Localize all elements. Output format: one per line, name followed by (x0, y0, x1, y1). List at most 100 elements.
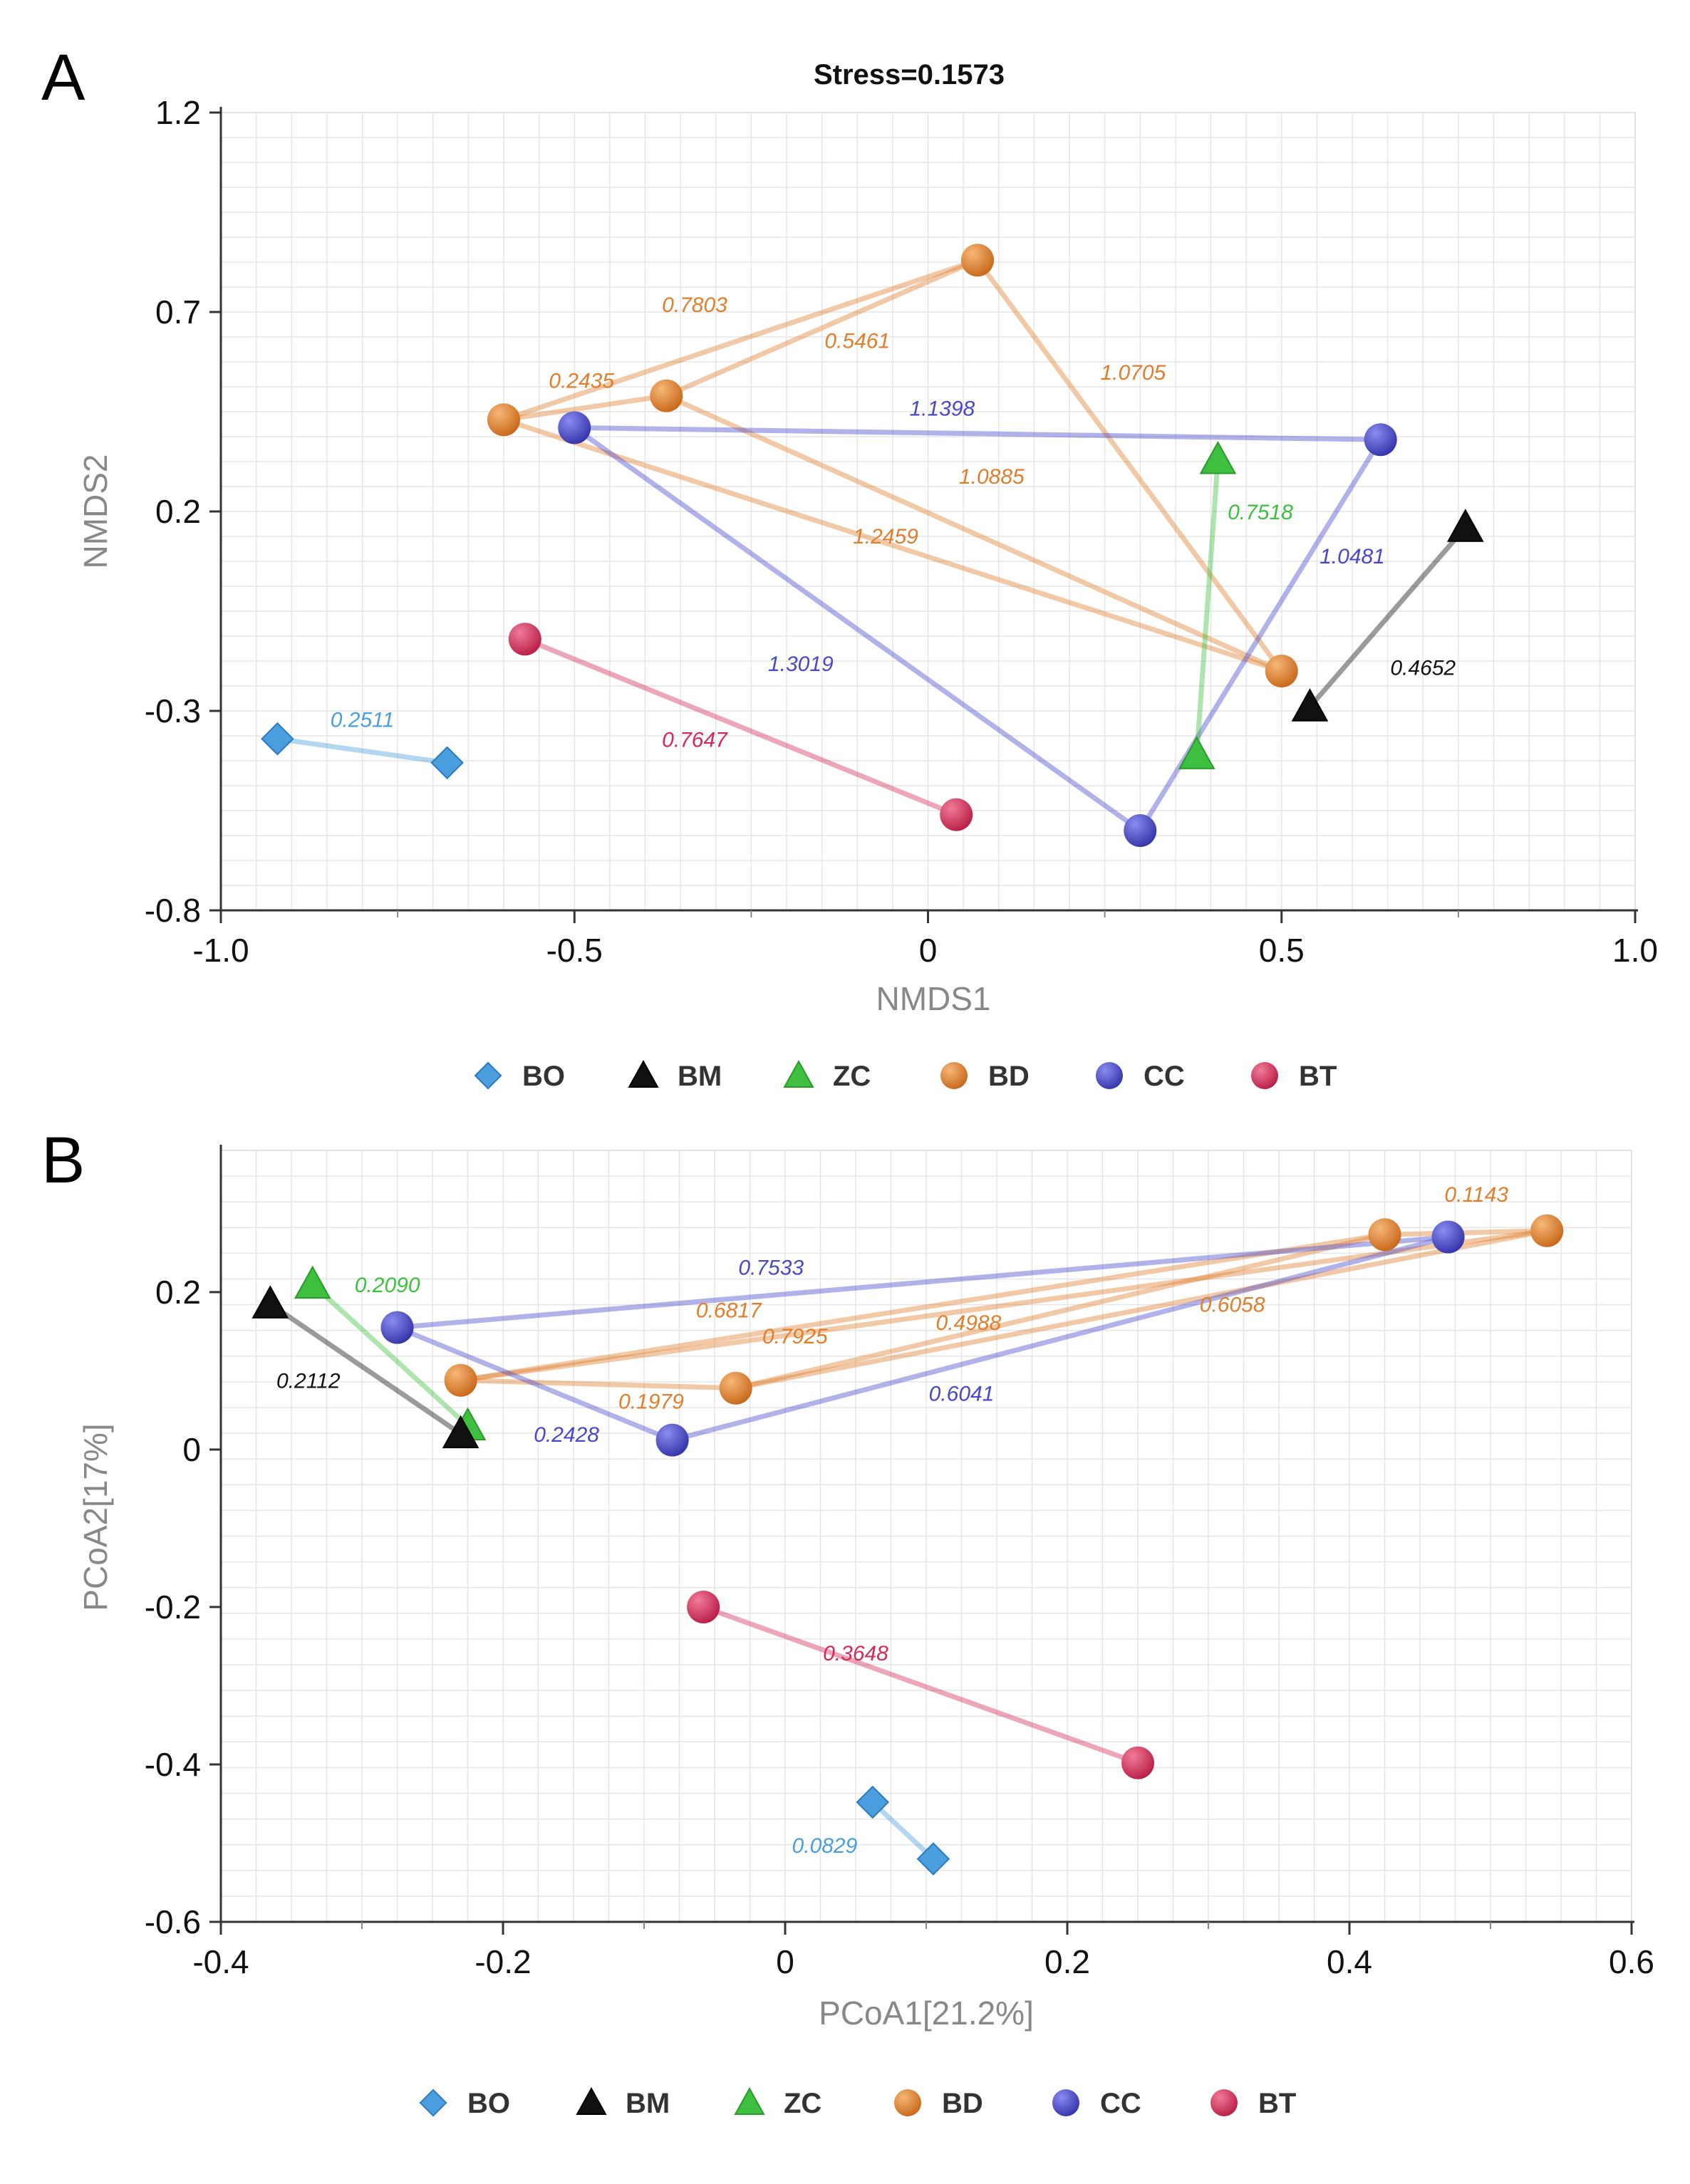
legend-label: ZC (833, 1061, 871, 1092)
x-tick-label: 0.4 (1327, 1943, 1372, 1980)
point-bd4 (1265, 655, 1298, 687)
legend-item-bm[interactable]: BM (576, 2086, 670, 2119)
x-axis-title-a: NMDS1 (876, 980, 990, 1017)
distance-label: 0.6058 (1200, 1294, 1265, 1317)
point-bm2 (442, 1415, 479, 1449)
point-zc1 (1199, 440, 1237, 474)
point-zc2 (1178, 736, 1215, 769)
distance-label: 0.2112 (276, 1370, 341, 1393)
legend-marker-bm (628, 1059, 659, 1088)
legend-label: BD (942, 2088, 983, 2119)
x-tick-label: 0 (776, 1943, 794, 1980)
distance-label: 0.4988 (936, 1311, 1002, 1335)
x-tick-label: 0.5 (1259, 932, 1305, 969)
distance-label: 1.3019 (768, 652, 834, 676)
legend-label: BD (988, 1061, 1030, 1092)
y-tick-label: -0.4 (145, 1746, 201, 1783)
link-cc-cc1-cc2 (395, 1325, 675, 1443)
x-tick-label: -0.5 (546, 932, 603, 969)
link-cc-cc1-cc2 (571, 425, 1384, 442)
point-cc3 (1124, 814, 1157, 847)
link-bm-bm1-bm2 (267, 1301, 464, 1437)
links-a (274, 257, 1468, 833)
point-bt1 (687, 1590, 720, 1623)
point-bt2 (1121, 1746, 1154, 1779)
distance-label: 0.1143 (1444, 1183, 1508, 1207)
link-bd-bd3-bd1 (663, 257, 980, 399)
legend-marker-cc (1052, 2089, 1079, 2116)
x-tick-label: 1.0 (1612, 932, 1658, 969)
axes-a (219, 107, 1638, 912)
links-b (267, 1228, 1550, 1862)
axes-b (219, 1145, 1634, 1923)
link-cc-cc1-cc3 (571, 425, 1143, 833)
point-bm1 (1446, 509, 1484, 542)
distance-label: 0.7925 (762, 1325, 828, 1348)
legend-label: CC (1100, 2088, 1141, 2119)
point-bo2 (916, 1842, 950, 1876)
link-cc-cc2-cc3 (670, 1234, 1451, 1443)
distance-label: 0.2435 (549, 369, 614, 392)
point-zc1 (294, 1265, 331, 1299)
distance-label: 0.7518 (1228, 501, 1293, 524)
link-bo-bo1-bo2 (870, 1799, 936, 1862)
link-bd-bd1-bd3 (458, 1232, 1387, 1383)
link-zc-zc1-zc2 (1194, 457, 1220, 758)
distance-label: 0.2511 (331, 708, 395, 732)
point-cc1 (558, 411, 591, 444)
link-bd-bd2-bd3 (501, 393, 669, 422)
legend-item-bt[interactable]: BT (1211, 2088, 1296, 2119)
legend-item-zc[interactable]: ZC (783, 1059, 871, 1092)
point-bd4 (1530, 1214, 1564, 1247)
point-bd1 (444, 1363, 477, 1397)
legend-item-bd[interactable]: BD (940, 1061, 1030, 1092)
x-tick-label: -0.2 (475, 1943, 531, 1980)
legend-a: BO BM ZC BD CC BT (474, 1059, 1337, 1092)
panel-label-a: A (41, 41, 85, 114)
legend-b: BO BM ZC BD CC BT (419, 2086, 1296, 2119)
grid-a (220, 112, 1636, 911)
link-bd-bd2-bd4 (501, 417, 1285, 674)
distance-label: 0.7533 (738, 1257, 804, 1280)
legend-item-bt[interactable]: BT (1251, 1061, 1337, 1092)
point-cc3 (1431, 1220, 1465, 1254)
point-bd2 (719, 1371, 752, 1405)
chart-title-a: Stress=0.1573 (814, 59, 1005, 90)
point-bd2 (487, 403, 520, 437)
distance-labels-a: 0.7803 0.5461 0.2435 1.0705 1.0885 1.2459 1.13… (331, 293, 1456, 752)
legend-label: CC (1144, 1061, 1185, 1092)
point-cc1 (380, 1311, 414, 1344)
panel-b: B -0.4 -0.2 0 0.2 0.4 0.60.20-0.2-0.4-0.6 PCo… (41, 1124, 1654, 2032)
distance-label: 0.1979 (618, 1390, 684, 1413)
legend-item-bd[interactable]: BD (894, 2088, 983, 2119)
point-bd1 (960, 244, 994, 277)
legend-item-cc[interactable]: CC (1052, 2088, 1141, 2119)
distance-label: 0.7803 (662, 293, 727, 317)
point-bd3 (1368, 1218, 1401, 1252)
distance-label: 1.1398 (909, 397, 975, 421)
markers-a (261, 244, 1484, 847)
legend-item-bo[interactable]: BO (474, 1061, 565, 1092)
y-tick-label: 0.2 (155, 493, 201, 530)
point-cc2 (1364, 423, 1397, 457)
x-tick-label: 0.6 (1609, 1943, 1654, 1980)
y-tick-label: 0.2 (155, 1274, 201, 1311)
link-bd-bd2-bd1 (501, 257, 980, 422)
link-bd-bd2-bd3 (733, 1232, 1387, 1391)
link-bd-bd3-bd4 (663, 393, 1285, 674)
link-cc-cc2-cc3 (1137, 437, 1384, 833)
point-bt2 (940, 798, 973, 831)
legend-marker-zc (734, 2086, 765, 2115)
legend-item-bm[interactable]: BM (628, 1059, 722, 1092)
point-bo2 (430, 746, 464, 780)
legend-item-bo[interactable]: BO (419, 2088, 510, 2119)
point-bm2 (1291, 688, 1329, 722)
grid-b (220, 1150, 1632, 1923)
legend-item-cc[interactable]: CC (1096, 1061, 1185, 1092)
link-bt-bt1-bt2 (522, 636, 959, 818)
y-tick-label: -0.6 (145, 1903, 201, 1940)
link-cc-cc1-cc3 (395, 1234, 1451, 1331)
legend-item-zc[interactable]: ZC (734, 2086, 821, 2119)
link-zc-zc1-zc2 (310, 1281, 470, 1429)
